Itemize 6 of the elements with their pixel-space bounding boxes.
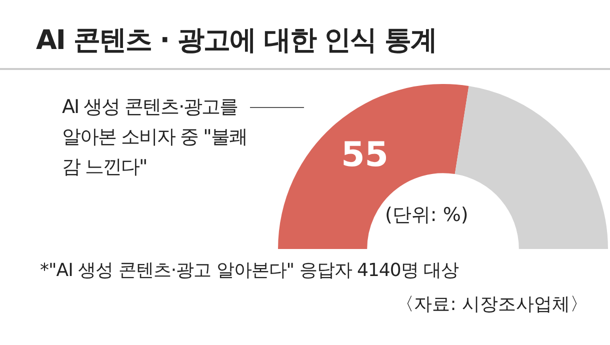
- text: (단위: %): [385, 203, 468, 228]
- data-label: 55: [341, 135, 388, 176]
- slice-label: AI 생성 콘텐츠·광고를 알아본 소비자 중 "불쾌감 느낀다": [62, 95, 248, 180]
- text: *"AI 생성 콘텐츠·광고 알아본다" 응답자 4140명 대상: [40, 259, 459, 282]
- text: 〈자료: 시장조사업체〉: [396, 293, 588, 316]
- chart-title: AI 콘텐츠 · 광고에 대한 인식 통계: [36, 24, 437, 58]
